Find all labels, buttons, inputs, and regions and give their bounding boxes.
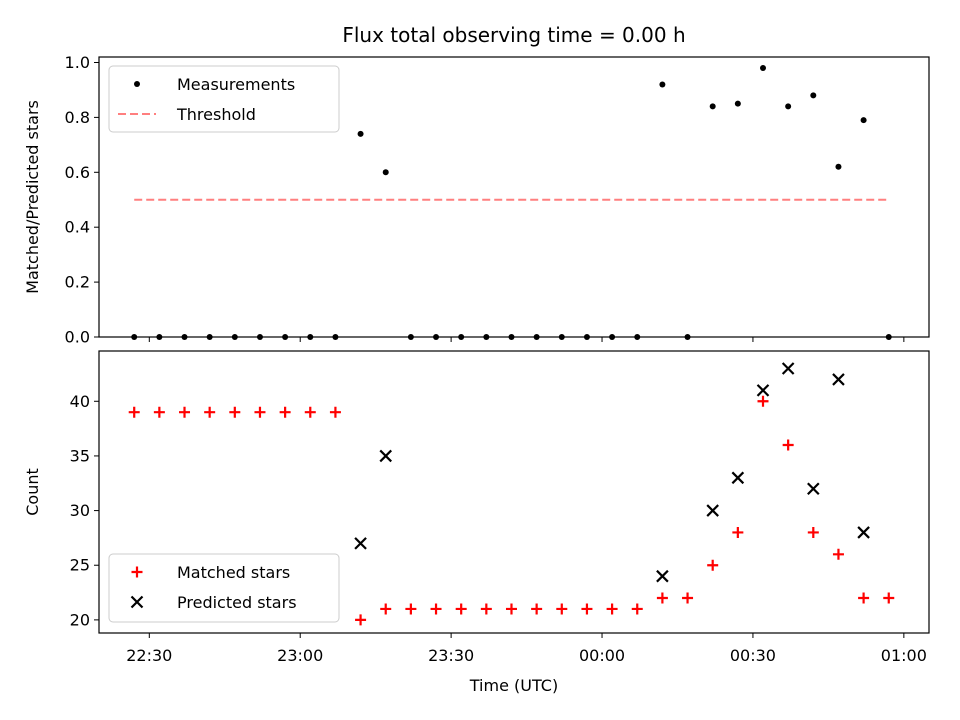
measurement-point bbox=[860, 117, 867, 124]
matched-star-marker bbox=[556, 603, 568, 615]
measurement-point bbox=[810, 92, 817, 99]
predicted-star-marker bbox=[379, 449, 393, 463]
predicted-star-marker bbox=[731, 471, 745, 485]
plot-frame bbox=[98, 350, 930, 634]
y-tick-label: 1.0 bbox=[65, 53, 90, 72]
measurement-point bbox=[760, 64, 766, 71]
matched-star-marker bbox=[732, 526, 744, 538]
matched-star-marker bbox=[380, 603, 392, 615]
matched-star-marker bbox=[832, 548, 844, 560]
y-tick-label: 0.8 bbox=[65, 108, 90, 127]
legend-label: Matched stars bbox=[177, 563, 290, 582]
matched-star-marker bbox=[455, 603, 467, 615]
legend-label: Measurements bbox=[177, 75, 295, 94]
matched-star-marker bbox=[505, 603, 517, 615]
matched-star-marker bbox=[480, 603, 492, 615]
matched-star-marker bbox=[128, 406, 140, 418]
y-axis-label: Matched/Predicted stars bbox=[23, 100, 42, 294]
matched-star-marker bbox=[254, 406, 266, 418]
matched-star-marker bbox=[631, 603, 643, 615]
measurement-point bbox=[785, 103, 792, 110]
x-tick-label: 22:30 bbox=[126, 646, 172, 665]
matched-star-marker bbox=[707, 559, 719, 571]
legend-marker bbox=[134, 81, 140, 87]
matched-star-marker bbox=[405, 603, 417, 615]
measurement-point bbox=[709, 103, 716, 110]
legend-box bbox=[108, 553, 340, 623]
measurement-point bbox=[659, 81, 666, 88]
plot-frame bbox=[98, 56, 930, 338]
legend-label: Threshold bbox=[176, 105, 256, 124]
y-tick-label: 0.6 bbox=[65, 163, 90, 182]
matched-star-marker bbox=[531, 603, 543, 615]
x-tick-label: 23:00 bbox=[277, 646, 323, 665]
matched-star-marker bbox=[782, 439, 794, 451]
y-tick-label: 20 bbox=[70, 610, 90, 629]
matched-star-marker bbox=[757, 395, 769, 407]
legend-label: Predicted stars bbox=[177, 593, 297, 612]
x-tick-label: 00:30 bbox=[730, 646, 776, 665]
y-tick-label: 40 bbox=[70, 392, 90, 411]
matched-star-marker bbox=[304, 406, 316, 418]
matched-star-marker bbox=[682, 592, 694, 604]
matched-star-marker bbox=[883, 592, 895, 604]
measurement-point bbox=[734, 100, 741, 107]
matched-star-marker bbox=[858, 592, 870, 604]
matched-star-marker bbox=[179, 406, 191, 418]
predicted-star-marker bbox=[706, 504, 719, 517]
predicted-star-marker bbox=[857, 526, 870, 539]
legend-marker bbox=[130, 595, 144, 609]
matched-star-marker bbox=[153, 406, 165, 418]
measurement-point bbox=[835, 163, 842, 170]
y-tick-label: 30 bbox=[70, 501, 90, 520]
measurement-point bbox=[357, 130, 364, 137]
predicted-star-marker bbox=[656, 569, 669, 583]
y-tick-label: 35 bbox=[70, 446, 90, 465]
predicted-star-marker bbox=[807, 482, 820, 495]
measurement-point bbox=[382, 169, 389, 176]
matched-star-marker bbox=[329, 406, 341, 418]
x-tick-label: 01:00 bbox=[881, 646, 927, 665]
predicted-star-marker bbox=[756, 384, 770, 397]
matched-star-marker bbox=[430, 603, 442, 615]
matched-star-marker bbox=[581, 603, 593, 615]
x-tick-label: 00:00 bbox=[579, 646, 625, 665]
matched-star-marker bbox=[807, 526, 819, 538]
y-axis-label: Count bbox=[23, 468, 42, 516]
y-tick-label: 0.4 bbox=[65, 218, 90, 237]
matched-star-marker bbox=[204, 406, 216, 418]
legend-marker bbox=[131, 566, 143, 578]
matched-star-marker bbox=[279, 406, 291, 418]
matched-star-marker bbox=[355, 614, 367, 626]
x-tick-label: 23:30 bbox=[428, 646, 474, 665]
chart-title: Flux total observing time = 0.00 h bbox=[342, 23, 685, 47]
y-tick-label: 0.0 bbox=[65, 328, 90, 347]
matched-star-marker bbox=[606, 603, 618, 615]
y-tick-label: 0.2 bbox=[65, 273, 90, 292]
matched-star-marker bbox=[229, 406, 241, 418]
predicted-star-marker bbox=[781, 362, 795, 375]
matched-star-marker bbox=[656, 592, 668, 604]
y-tick-label: 25 bbox=[70, 556, 90, 575]
predicted-star-marker bbox=[832, 373, 845, 386]
x-axis-label: Time (UTC) bbox=[469, 676, 558, 695]
predicted-star-marker bbox=[354, 537, 367, 550]
legend-box bbox=[108, 65, 340, 133]
